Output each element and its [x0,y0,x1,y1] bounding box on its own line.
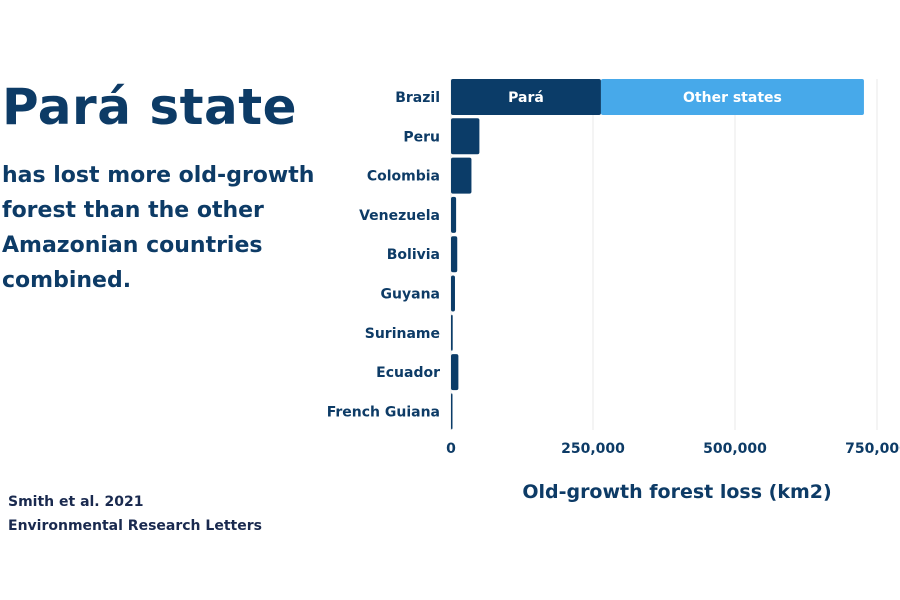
bar-colombia-para [451,157,472,194]
x-tick-labels: 0 250,000 500,000 750,000 [446,441,900,457]
category-label-venezuela: Venezuela [359,208,440,224]
x-tick-label: 750,000 [845,441,900,457]
bar-guyana-para [451,275,455,312]
source-citation: Smith et al. 2021 Environmental Research… [8,490,262,538]
bar-french-guiana-para [451,393,453,430]
gridlines [450,79,878,430]
source-author: Smith et al. 2021 [8,494,144,510]
bar-segment-label: Pará [508,90,544,106]
bar-suriname-para [451,314,453,351]
bar-peru-para [451,118,480,155]
source-journal: Environmental Research Letters [8,518,262,534]
x-tick-label: 0 [446,441,456,457]
bars: Pará Other states [451,79,864,430]
x-axis-title: Old-growth forest loss (km2) [522,481,831,503]
bar-brazil-para [451,79,601,115]
bar-venezuela-para [451,196,457,233]
category-label-peru: Peru [403,129,440,145]
headline: Pará state [2,78,298,136]
category-label-bolivia: Bolivia [387,247,440,263]
category-label-french-guiana: French Guiana [327,404,440,420]
category-labels: Brazil Peru Colombia Venezuela Bolivia Guyana… [327,90,440,420]
x-tick-label: 250,000 [561,441,625,457]
bar-ecuador-para [451,354,459,391]
bar-bolivia-para [451,236,458,273]
category-label-suriname: Suriname [365,326,440,342]
bar-brazil-other-states [600,79,864,115]
category-label-guyana: Guyana [381,287,440,303]
subtext: has lost more old-growth forest than the… [2,163,315,293]
bar-segment-label: Other states [683,90,782,106]
category-label-ecuador: Ecuador [376,365,440,381]
category-label-colombia: Colombia [367,169,440,185]
category-label-brazil: Brazil [395,90,440,106]
x-tick-label: 500,000 [703,441,767,457]
